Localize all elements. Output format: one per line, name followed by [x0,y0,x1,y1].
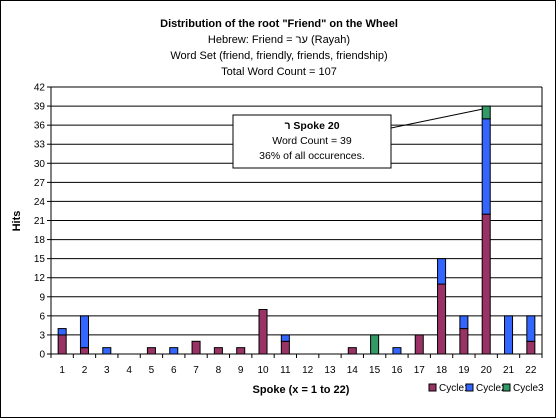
bar-cycle2-spoke-11 [280,334,290,342]
bar-cycle3-spoke-15 [370,334,380,355]
legend-label-cycle3: Cycle3 [513,383,544,394]
x-tick-label-8: 8 [216,365,222,376]
legend-swatch-cycle1 [428,383,437,392]
x-tick-label-4: 4 [126,365,132,376]
bar-cycle1-spoke-9 [236,347,246,355]
callout-title: ר Spoke 20 [284,120,339,132]
x-axis-title: Spoke (x = 1 to 22) [253,384,350,396]
bar-cycle2-spoke-22 [526,315,536,342]
y-tick-label-39: 39 [34,102,46,113]
x-tick-label-5: 5 [149,365,155,376]
y-tick-label-0: 0 [39,350,45,361]
bar-cycle2-spoke-20 [481,118,491,215]
bar-cycle3-spoke-20 [481,105,491,120]
x-tick-label-1: 1 [59,365,65,376]
chart-subtitle-line-2: Word Set (friend, friendly, friends, fri… [170,50,387,62]
x-tick-label-20: 20 [481,365,493,376]
x-tick-labels: 1 2 3 4 5 6 7 8 9 10 11 12 13 14 15 16 17 18 19 20 21 22 [59,365,536,376]
callout-line-2: 36% of all occurences. [259,150,365,162]
chart-subtitle-line-3: Total Word Count = 107 [221,66,337,78]
bar-cycle2-spoke-1 [57,328,67,336]
x-tick-label-6: 6 [171,365,177,376]
bar-cycle1-spoke-19 [459,328,469,355]
legend-swatch-cycle3 [502,383,511,392]
y-tick-label-15: 15 [34,254,46,265]
y-tick-label-21: 21 [34,216,46,227]
bar-cycle2-spoke-16 [392,347,402,355]
callout-line-1: Word Count = 39 [272,135,352,147]
x-tick-label-9: 9 [238,365,244,376]
bar-cycle1-spoke-20 [481,213,491,355]
x-tick-label-18: 18 [436,365,448,376]
x-tick-label-21: 21 [503,365,515,376]
y-tick-label-42: 42 [34,83,46,94]
bar-cycle1-spoke-2 [79,347,89,355]
bar-cycle2-spoke-21 [504,315,514,355]
y-tick-label-6: 6 [39,311,45,322]
callout-annotation: ר Spoke 20 Word Count = 39 36% of all oc… [232,108,484,169]
y-tick-label-12: 12 [34,273,46,284]
legend-swatch-cycle2 [465,383,474,392]
bar-cycle1-spoke-11 [280,340,290,355]
x-tick-label-16: 16 [391,365,403,376]
x-tick-label-7: 7 [193,365,199,376]
bar-cycle1-spoke-5 [146,347,156,355]
bar-cycle2-spoke-18 [437,258,447,285]
bar-cycle1-spoke-14 [347,347,357,355]
legend: Cycle1 Cycle2 Cycle3 [428,383,544,394]
bar-cycle1-spoke-8 [213,347,223,355]
legend-label-cycle2: Cycle2 [476,383,507,394]
y-tick-label-27: 27 [34,178,46,189]
callout-box [232,114,392,169]
bar-cycle1-spoke-17 [414,334,424,355]
x-tick-label-19: 19 [458,365,470,376]
bar-cycle2-spoke-2 [79,315,89,349]
x-tick-label-15: 15 [369,365,381,376]
x-tick-label-17: 17 [414,365,426,376]
y-tick-label-30: 30 [34,159,46,170]
y-tick-label-18: 18 [34,235,46,246]
bar-cycle1-spoke-1 [57,334,67,355]
x-tick-label-3: 3 [104,365,110,376]
y-axis-title: Hits [11,211,23,232]
y-tick-label-9: 9 [39,292,45,303]
chart-subtitle-line-1: Hebrew: Friend = ער (Rayah) [208,34,350,46]
callout-leader-line [390,108,484,129]
x-tick-label-13: 13 [324,365,336,376]
x-tick-label-11: 11 [280,365,291,376]
legend-label-cycle1: Cycle1 [439,383,470,394]
y-tick-label-33: 33 [34,140,46,151]
bar-cycle2-spoke-3 [102,347,112,355]
x-tick-label-2: 2 [82,365,88,376]
x-tick-label-14: 14 [347,365,359,376]
x-tick-label-12: 12 [302,365,314,376]
bar-cycle2-spoke-19 [459,315,469,330]
chart-title: Distribution of the root "Friend" on the… [160,18,398,30]
bar-cycle2-spoke-6 [169,347,179,355]
bar-cycle1-spoke-18 [437,283,447,355]
y-tick-label-3: 3 [39,330,45,341]
y-tick-label-36: 36 [34,121,46,132]
bar-cycle1-spoke-22 [526,340,536,355]
y-tick-label-24: 24 [34,197,46,208]
x-tick-label-22: 22 [525,365,537,376]
bar-cycle1-spoke-10 [258,309,268,355]
bar-cycle1-spoke-7 [191,340,201,355]
x-tick-label-10: 10 [257,365,269,376]
